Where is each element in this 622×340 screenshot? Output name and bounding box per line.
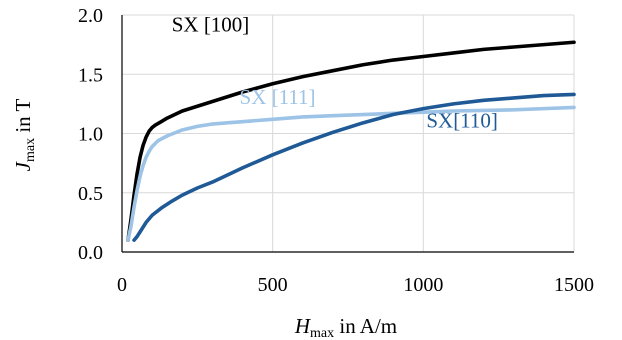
y-tick-label: 0.5 <box>78 183 103 205</box>
y-tick-label: 0.0 <box>78 242 103 264</box>
series-line-0 <box>126 40 576 242</box>
x-tick-label: 1000 <box>403 274 443 296</box>
x-tick-label: 0 <box>117 274 127 296</box>
series-line-1 <box>126 105 576 242</box>
x-tick-label: 500 <box>258 274 288 296</box>
axes <box>121 15 574 253</box>
grid <box>122 14 575 252</box>
series-label-0: SX [100] <box>172 13 250 37</box>
y-tick-labels: 0.0 0.5 1.0 1.5 2.0 <box>78 5 103 264</box>
series-lines <box>126 40 576 242</box>
y-tick-label: 1.0 <box>78 124 103 146</box>
series-label-2: SX[110] <box>426 109 498 133</box>
x-tick-labels: 0 500 1000 1500 <box>117 274 594 296</box>
x-axis-label: Hmax in A/m <box>294 314 397 340</box>
x-tick-label: 1500 <box>554 274 594 296</box>
y-tick-label: 1.5 <box>78 64 103 86</box>
series-line-2 <box>132 92 576 242</box>
series-labels: SX [100] SX [111] SX[110] <box>172 13 498 133</box>
y-tick-label: 2.0 <box>78 5 103 27</box>
y-axis-label: Jmax in T <box>11 98 38 171</box>
series-label-1: SX [111] <box>240 85 316 109</box>
